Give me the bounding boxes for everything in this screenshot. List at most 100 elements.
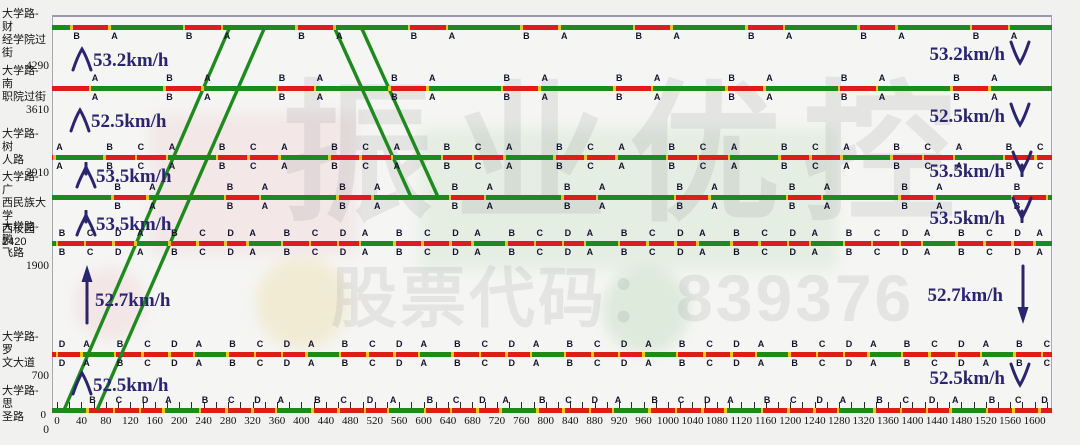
- axis-tick: [264, 402, 266, 408]
- axis-tick-label: 1080: [705, 415, 728, 427]
- phase-letter: D: [452, 247, 459, 257]
- axis-tick: [57, 402, 58, 408]
- signal-amber-transition: [561, 194, 564, 200]
- phase-letter: A: [223, 31, 231, 41]
- signal-amber-transition: [163, 85, 166, 91]
- axis-tick: [423, 402, 425, 408]
- signal-amber-transition: [478, 351, 482, 357]
- phase-letter: A: [586, 247, 594, 257]
- axis-tick-label: 40: [75, 415, 87, 427]
- signal-bar-segment: [671, 24, 747, 30]
- phase-letter: B: [451, 201, 459, 211]
- phase-letter: A: [757, 358, 765, 368]
- axis-tick: [105, 402, 107, 408]
- phase-letter: A: [711, 182, 718, 192]
- signal-bar-segment: [585, 154, 617, 160]
- axis-tick-label: 1520: [974, 415, 997, 427]
- phase-letter: A: [936, 182, 943, 192]
- phase-letter: C: [924, 142, 932, 152]
- signal-bar-segment: [784, 24, 859, 30]
- y-axis-zero-label: 0: [40, 409, 47, 421]
- phase-letter: A: [136, 247, 144, 257]
- signal-bar-segment: [666, 154, 698, 160]
- phase-letter: A: [336, 31, 343, 41]
- phase-letter: A: [811, 247, 819, 257]
- signal-bar-segment: [389, 85, 428, 91]
- phase-letter: B: [676, 201, 683, 211]
- phase-letter: A: [308, 358, 315, 368]
- intersection-name-line: 职院过街: [2, 90, 46, 103]
- phase-letter: A: [991, 73, 998, 83]
- phase-letter: D: [958, 339, 965, 349]
- phase-letter: D: [283, 358, 291, 368]
- phase-letter: C: [474, 142, 482, 152]
- signal-amber-transition: [407, 24, 411, 30]
- phase-letter: A: [374, 201, 381, 211]
- signal-amber-transition: [165, 154, 169, 160]
- phase-letter: A: [532, 358, 540, 368]
- intersection-name-line: 圣路: [2, 410, 24, 423]
- signal-bar-segment: [339, 351, 368, 357]
- signal-bar-segment: [504, 154, 555, 160]
- phase-letter: B: [678, 358, 686, 368]
- phase-letter: B: [58, 228, 66, 238]
- axis-tick-label: 760: [513, 415, 530, 427]
- axis-tick: [741, 402, 743, 408]
- axis-tick: [912, 402, 914, 408]
- signal-bar-segment: [592, 351, 620, 357]
- signal-amber-transition: [338, 351, 342, 357]
- chevron-down-stem-icon: [1010, 150, 1034, 182]
- phase-letter: A: [955, 142, 963, 152]
- signal-amber-transition: [88, 85, 92, 91]
- phase-letter: A: [811, 228, 819, 238]
- signal-bar-segment: [388, 407, 425, 413]
- signal-amber-transition: [895, 24, 898, 30]
- axis-tick: [668, 402, 669, 408]
- phase-letter: A: [673, 31, 680, 41]
- signal-bar-segment: [52, 407, 88, 413]
- phase-letter: A: [541, 73, 548, 83]
- signal-bar-segment: [614, 85, 653, 91]
- signal-amber-transition: [103, 154, 106, 160]
- signal-amber-transition: [983, 240, 986, 246]
- signal-amber-transition: [842, 351, 846, 357]
- phase-letter: C: [369, 339, 376, 349]
- phase-letter: C: [256, 339, 264, 349]
- phase-letter: D: [901, 247, 909, 257]
- signal-amber-transition: [675, 351, 679, 357]
- phase-letter: C: [340, 395, 347, 405]
- signal-bar-segment: [484, 194, 563, 200]
- signal-amber-transition: [820, 194, 824, 200]
- phase-letter: A: [361, 247, 369, 257]
- phase-letter: B: [564, 182, 571, 192]
- phase-letter: C: [818, 339, 826, 349]
- axis-tick: [606, 402, 608, 408]
- signal-bar-segment: [704, 351, 732, 357]
- signal-bar-segment: [52, 24, 72, 30]
- phase-letter: B: [780, 142, 788, 152]
- signal-bar-segment: [731, 240, 760, 246]
- signal-amber-transition: [591, 351, 594, 357]
- axis-tick: [582, 402, 584, 408]
- phase-letter: A: [1036, 228, 1043, 238]
- signal-amber-transition: [867, 351, 870, 357]
- phase-letter: B: [341, 358, 349, 368]
- signal-bar-segment: [226, 407, 253, 413]
- axis-tick: [997, 402, 999, 408]
- signal-amber-transition: [247, 154, 250, 160]
- signal-bar-segment: [89, 85, 165, 91]
- intersection-name-line: 大学路-思: [2, 385, 39, 410]
- axis-tick-label: 920: [610, 415, 628, 427]
- phase-letter: C: [790, 395, 797, 405]
- phase-letter: A: [757, 339, 765, 349]
- speed-label: 52.7km/h: [927, 285, 1004, 306]
- phase-letter: A: [204, 73, 211, 83]
- signal-amber-transition: [80, 351, 83, 357]
- signal-amber-transition: [220, 24, 224, 30]
- axis-tick-label: 240: [195, 415, 212, 427]
- signal-bar-segment: [675, 407, 703, 413]
- signal-amber-transition: [745, 24, 748, 30]
- signal-amber-transition: [584, 154, 587, 160]
- axis-tick: [936, 402, 938, 408]
- axis-tick: [692, 402, 694, 408]
